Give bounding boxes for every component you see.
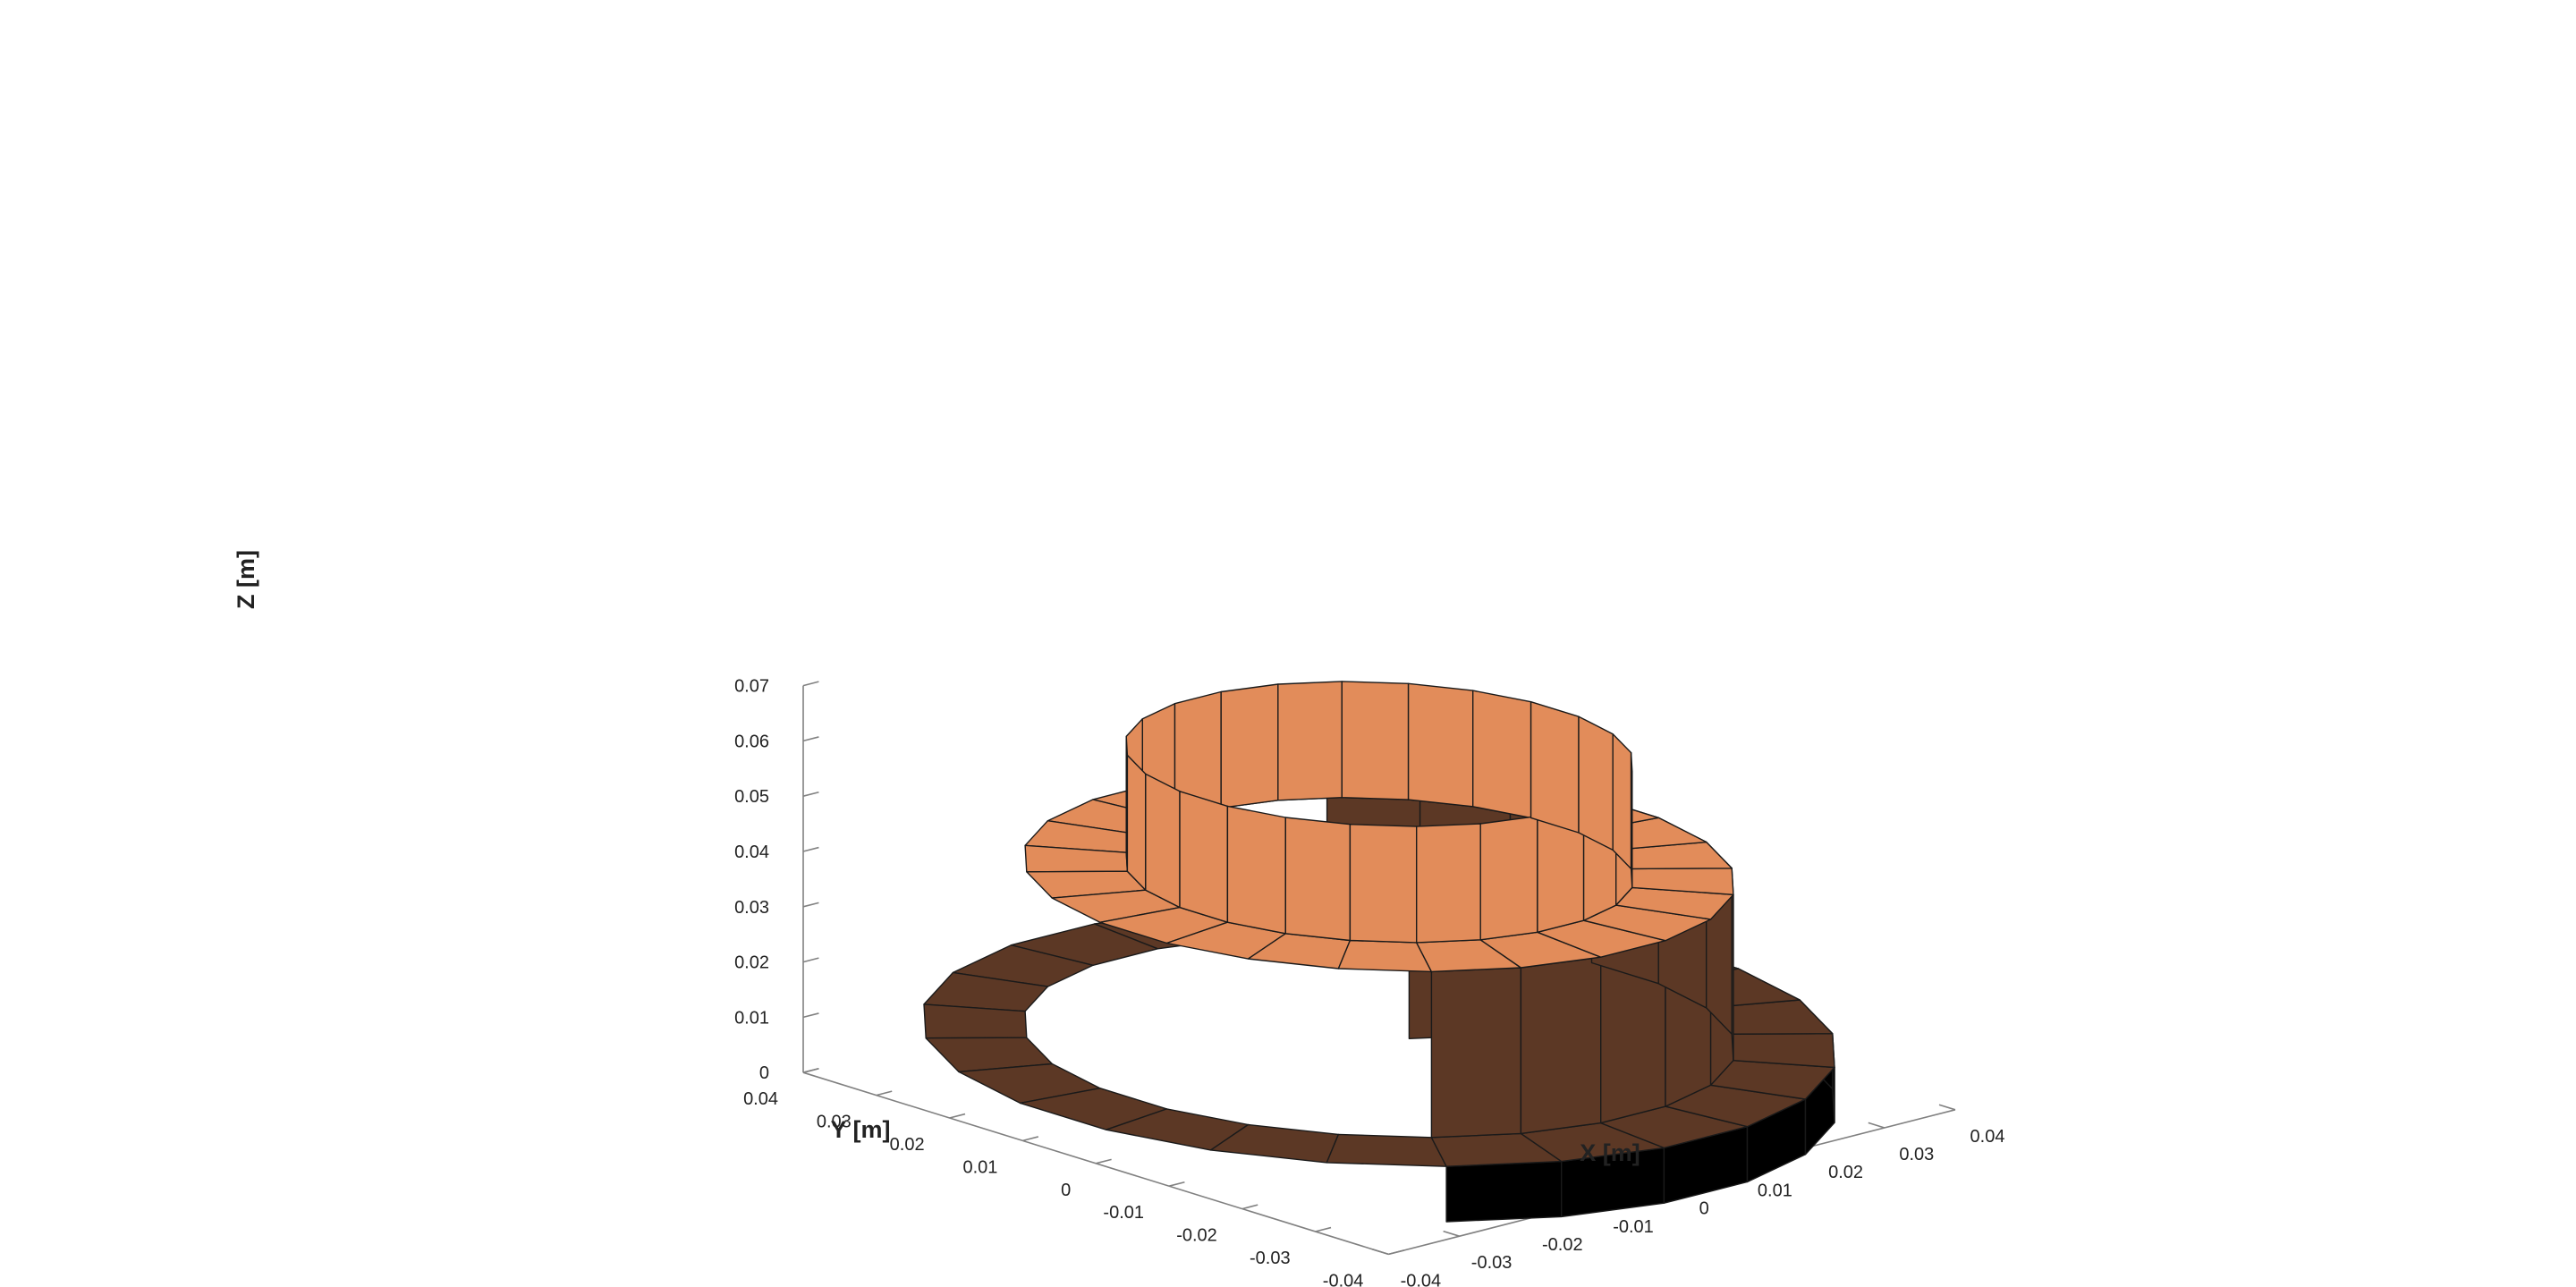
middle-side-facet — [1430, 967, 1522, 1139]
y-tick-label: 0 — [1061, 1181, 1071, 1200]
z-tick-mark — [802, 902, 819, 908]
upper-back-facet — [1179, 791, 1229, 923]
z-tick-mark — [802, 957, 819, 963]
upper-back-facet — [1349, 824, 1418, 944]
x-axis-title: X [m] — [1580, 1139, 1640, 1166]
y-tick-label: -0.01 — [1103, 1203, 1144, 1223]
x-tick-label: -0.03 — [1471, 1253, 1513, 1273]
upper-back-facet — [1126, 754, 1147, 891]
x-tick-label: 0.04 — [1970, 1127, 2005, 1147]
upper-side-facet — [1479, 815, 1538, 941]
x-tick-label: -0.04 — [1401, 1271, 1442, 1287]
upper-side-facet — [1471, 690, 1532, 819]
z-tick-label: 0.07 — [734, 677, 769, 697]
z-tick-label: 0.04 — [734, 842, 769, 862]
z-tick-label: 0 — [759, 1063, 769, 1083]
tick-labels: -0.04 -0.03 -0.02 -0.01 0 0.01 0.02 0.03 0.04 -0.… — [734, 677, 2004, 1287]
upper-back-facet — [1226, 805, 1287, 935]
z-tick-mark — [802, 846, 819, 852]
y-tick-label: 0.04 — [743, 1089, 778, 1109]
upper-side-facet — [1612, 733, 1632, 870]
z-tick-mark — [802, 736, 819, 742]
middle-side-facet — [1520, 956, 1602, 1135]
upper-side-facet — [1407, 682, 1474, 808]
z-tick-label: 0.05 — [734, 787, 769, 807]
upper-side-facet — [1630, 751, 1633, 889]
y-tick-mark — [876, 1090, 893, 1096]
y-tick-label: -0.04 — [1323, 1271, 1364, 1287]
upper-back-facet — [1220, 683, 1279, 809]
z-tick-label: 0.03 — [734, 898, 769, 918]
y-tick-mark — [1022, 1136, 1039, 1142]
z-tick-mark — [802, 791, 819, 797]
x-tick-label: -0.01 — [1613, 1217, 1654, 1237]
middle-side-facet — [1731, 868, 1734, 1062]
base-side-facet — [1445, 1160, 1563, 1223]
z-tick-label: 0.01 — [734, 1008, 769, 1028]
stacked-ring-object — [923, 681, 1835, 1223]
y-tick-mark — [949, 1113, 966, 1119]
x-tick-label: 0 — [1699, 1199, 1709, 1219]
y-tick-mark — [1096, 1158, 1112, 1164]
y-tick-label: 0.01 — [962, 1157, 997, 1177]
y-tick-label: -0.03 — [1250, 1249, 1291, 1268]
x-tick-label: -0.02 — [1542, 1235, 1583, 1255]
z-tick-mark — [802, 681, 819, 687]
y-axis-title: Y [m] — [830, 1116, 890, 1143]
upper-back-facet — [1277, 681, 1343, 801]
z-tick-mark — [802, 1067, 819, 1073]
upper-back-facet — [1284, 817, 1352, 942]
y-tick-mark — [1315, 1226, 1332, 1232]
x-tick-label: 0.03 — [1899, 1145, 1934, 1164]
upper-side-facet — [1530, 701, 1580, 834]
y-tick-mark — [1388, 1249, 1405, 1256]
upper-back-facet — [1145, 773, 1181, 909]
x-tick-mark — [1938, 1104, 1956, 1111]
z-tick-mark — [802, 1012, 819, 1019]
x-tick-mark — [1443, 1230, 1460, 1237]
y-tick-mark — [1168, 1181, 1185, 1187]
base-top-facet — [1326, 1133, 1447, 1167]
z-axis-title: Z [m] — [233, 550, 259, 609]
upper-side-facet — [1341, 681, 1410, 800]
x-tick-label: 0.01 — [1758, 1181, 1792, 1200]
z-tick-label: 0.06 — [734, 732, 769, 751]
x-tick-label: 0.02 — [1828, 1163, 1863, 1182]
y-tick-label: -0.02 — [1176, 1226, 1217, 1246]
y-tick-label: 0.03 — [817, 1113, 852, 1132]
upper-side-facet — [1415, 823, 1481, 944]
upper-side-facet — [1578, 715, 1614, 851]
z-tick-label: 0.02 — [734, 953, 769, 973]
x-tick-mark — [1372, 1249, 1389, 1256]
y-tick-mark — [1241, 1204, 1258, 1210]
y-tick-label: 0.02 — [890, 1135, 925, 1155]
x-tick-mark — [1868, 1122, 1885, 1129]
